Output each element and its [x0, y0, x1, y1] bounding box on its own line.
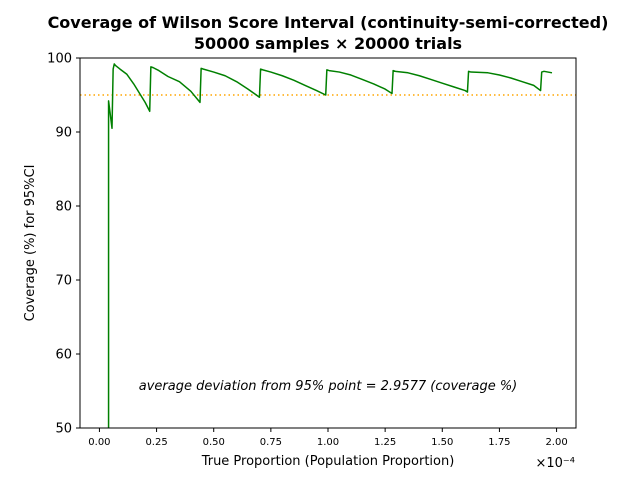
x-tick-label-0: 0.00 — [88, 437, 110, 448]
x-tick-label-4: 1.00 — [317, 437, 339, 448]
annotation-text: average deviation from 95% point = 2.957… — [139, 379, 518, 394]
plot-frame — [79, 57, 577, 429]
chart-title-line2: 50000 samples × 20000 trials — [194, 34, 462, 53]
x-tick-label-8: 2.00 — [545, 437, 567, 448]
x-tick-label-1: 0.25 — [145, 437, 167, 448]
chart-title-line1: Coverage of Wilson Score Interval (conti… — [48, 13, 609, 32]
series-line-0 — [107, 63, 553, 428]
x-tick-label-6: 1.50 — [431, 437, 453, 448]
x-tick-label-2: 0.50 — [203, 437, 225, 448]
x-axis-label: True Proportion (Population Proportion) — [201, 454, 455, 469]
y-tick-label-100: 100 — [47, 52, 72, 67]
y-tick-label-80: 80 — [55, 200, 72, 215]
x-tick-label-3: 0.75 — [260, 437, 282, 448]
y-tick-label-60: 60 — [55, 348, 72, 363]
y-axis-label: Coverage (%) for 95%CI — [23, 165, 38, 322]
x-tick-label-5: 1.25 — [374, 437, 396, 448]
x-axis-offset-label: ×10⁻⁴ — [535, 456, 575, 471]
y-tick-label-90: 90 — [55, 126, 72, 141]
plot-area: 50 60 70 80 90 100 0.00 0.25 0.50 0.75 1.00 1.25 1.5… — [47, 52, 577, 448]
x-tick-label-7: 1.75 — [488, 437, 510, 448]
y-tick-label-70: 70 — [55, 274, 72, 289]
y-tick-label-50: 50 — [55, 422, 72, 437]
